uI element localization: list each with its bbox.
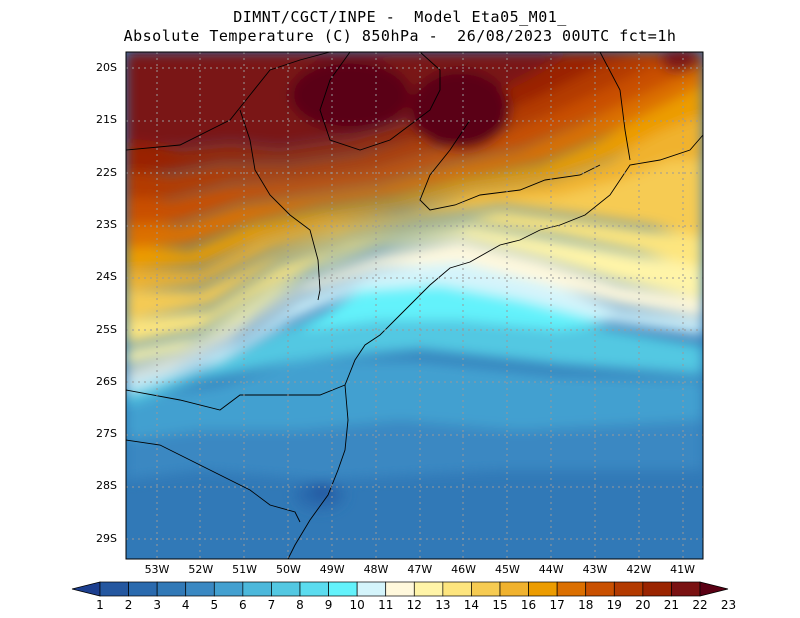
colorbar-label: 10 (349, 598, 365, 612)
lat-label: 20S (96, 61, 117, 74)
colorbar-swatch (642, 581, 672, 597)
colorbar-label: 21 (663, 598, 680, 612)
lat-label: 24S (96, 270, 117, 284)
colorbar-label: 20 (635, 598, 651, 612)
lon-label: 43W (582, 563, 608, 576)
colorbar-label: 7 (267, 598, 276, 612)
lon-label: 47W (407, 563, 433, 576)
colorbar-label: 8 (296, 598, 304, 612)
lon-label: 53W (144, 563, 170, 576)
colorbar-swatch (213, 581, 244, 597)
lon-label: 50W (275, 563, 301, 576)
colorbar-swatch (185, 581, 215, 597)
lat-label: 21S (96, 113, 117, 127)
lat-label: 23S (96, 217, 117, 231)
lon-label: 42W (626, 563, 652, 576)
lat-label: 28S (96, 479, 117, 493)
colorbar-label: 2 (124, 598, 133, 612)
lat-label: 26S (96, 374, 117, 388)
lon-label: 41W (670, 563, 696, 576)
colorbar-label: 13 (435, 598, 451, 612)
lat-label: 29S (96, 531, 117, 545)
chart-title-line2: Absolute Temperature (C) 850hPa - 26/08/… (123, 27, 677, 45)
colorbar-swatch (671, 581, 701, 597)
colorbar-swatch (128, 581, 158, 597)
lat-label: 22S (96, 165, 117, 179)
lat-label: 25S (96, 322, 117, 336)
coastline (126, 52, 703, 559)
colorbar-swatch (413, 581, 444, 597)
lon-label: 51W (232, 563, 258, 576)
colorbar-swatch (613, 581, 644, 597)
colorbar-swatch (156, 581, 187, 597)
colorbar-swatch (242, 581, 272, 597)
lon-label: 45W (494, 563, 520, 576)
colorbar-swatch (385, 581, 415, 597)
colorbar-swatch (299, 581, 329, 597)
colorbar-swatch (356, 581, 387, 597)
colorbar-label: 4 (181, 598, 190, 612)
lon-label: 48W (363, 563, 389, 576)
colorbar-swatch (471, 581, 501, 597)
colorbar-label: 16 (520, 598, 537, 612)
colorbar-label: 9 (324, 598, 333, 612)
colorbar-label: 17 (549, 598, 565, 612)
temperature-field (126, 52, 703, 559)
colorbar-swatch (271, 581, 301, 597)
colorbar-label: 6 (239, 598, 247, 612)
lon-label: 44W (538, 563, 564, 576)
lon-label: 49W (319, 563, 345, 576)
map-frame (125, 51, 704, 560)
colorbar-label: 11 (378, 598, 394, 612)
colorbar-label: 15 (492, 598, 508, 612)
graticule (126, 52, 703, 559)
colorbar-label: 22 (692, 598, 708, 612)
colorbar-swatch (99, 581, 129, 597)
colorbar-min-arrow (71, 581, 101, 597)
colorbar (71, 581, 729, 597)
colorbar-swatch (328, 581, 358, 597)
lon-label: 52W (188, 563, 214, 576)
colorbar-max-arrow (699, 581, 729, 597)
colorbar-label: 18 (578, 598, 594, 612)
colorbar-label: 3 (153, 598, 161, 612)
colorbar-swatch (528, 581, 558, 597)
colorbar-swatch (585, 581, 615, 597)
colorbar-swatch (442, 581, 472, 597)
colorbar-label: 1 (96, 598, 104, 612)
chart-title-line1: DIMNT/CGCT/INPE - Model Eta05_M01_ (233, 8, 567, 26)
colorbar-label: 19 (606, 598, 622, 612)
colorbar-label: 12 (406, 598, 422, 612)
colorbar-label: 23 (720, 598, 737, 612)
colorbar-label: 14 (463, 598, 480, 612)
lat-label: 27S (96, 427, 117, 441)
lon-label: 46W (451, 563, 477, 576)
colorbar-label: 5 (210, 598, 219, 612)
colorbar-swatch (556, 581, 587, 597)
colorbar-swatch (499, 581, 529, 597)
